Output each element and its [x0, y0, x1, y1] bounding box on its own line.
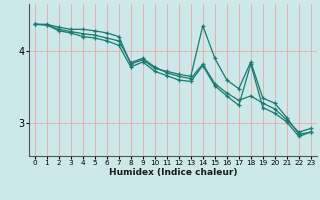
X-axis label: Humidex (Indice chaleur): Humidex (Indice chaleur)	[108, 168, 237, 177]
